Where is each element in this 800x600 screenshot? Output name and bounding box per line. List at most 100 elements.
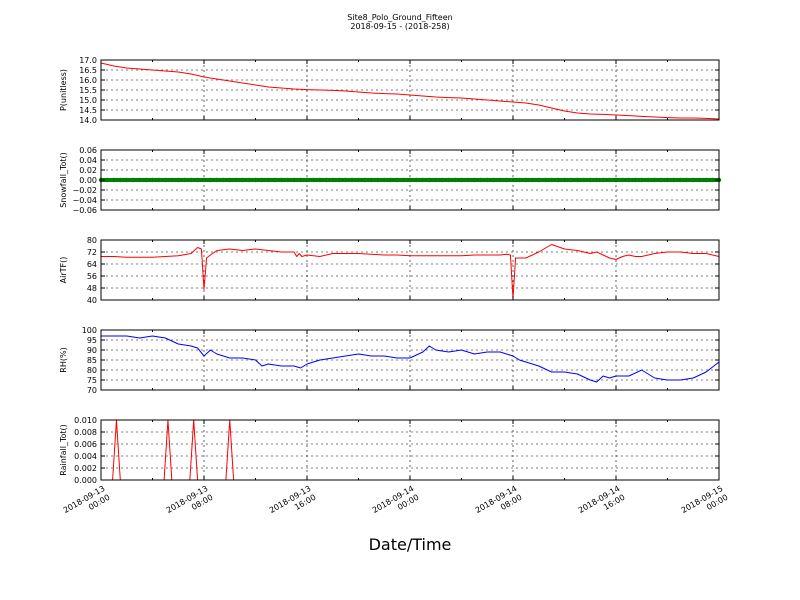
- series-point: [652, 177, 657, 183]
- series-point: [459, 177, 464, 183]
- panel-3: 40 48 56 64 72 80 AirTF(): [59, 236, 720, 305]
- chart-subtitle: 2018-09-15 - (2018-258): [350, 22, 449, 31]
- series-point: [504, 177, 509, 183]
- y-tick-label: 14.5: [79, 106, 97, 115]
- y-tick-label: 0.008: [74, 428, 97, 437]
- series-point: [478, 177, 484, 183]
- series-point: [317, 177, 323, 183]
- series-point: [703, 177, 709, 183]
- series-point: [253, 177, 258, 183]
- series-point: [343, 177, 348, 183]
- series-point: [517, 177, 522, 183]
- y-tick-label: 0.02: [79, 166, 97, 175]
- series-point: [555, 177, 561, 183]
- y-tick-label: 15.5: [79, 86, 97, 95]
- series-point: [394, 177, 400, 183]
- series-point: [336, 177, 342, 183]
- series-point: [639, 177, 644, 183]
- series-point: [311, 177, 316, 183]
- y-tick-label: 100: [82, 326, 97, 335]
- series-line: [101, 244, 720, 299]
- y-tick-label: 0.010: [74, 416, 97, 425]
- series-point: [285, 177, 290, 183]
- series-point: [665, 177, 670, 183]
- y-tick-label: 80: [87, 236, 97, 245]
- series-point: [349, 177, 355, 183]
- series-line: [101, 335, 720, 383]
- series-point: [195, 177, 200, 183]
- series-point: [130, 177, 136, 183]
- series-point: [581, 177, 587, 183]
- y-tick-label: 75: [87, 376, 97, 385]
- series-point: [465, 177, 471, 183]
- y-tick-label: 95: [87, 336, 97, 345]
- y-tick-label: 0.04: [79, 156, 97, 165]
- y-tick-label: 0.06: [79, 146, 97, 155]
- series-point: [163, 177, 168, 183]
- series-point: [188, 177, 194, 183]
- series-point: [446, 177, 451, 183]
- series-point: [240, 177, 245, 183]
- series-point: [246, 177, 252, 183]
- series-point: [510, 177, 516, 183]
- series-point: [633, 177, 638, 183]
- panel-1: 14.014.515.015.516.016.517.0 P(unitless): [59, 56, 720, 125]
- y-axis-label: RH(%): [59, 347, 68, 372]
- y-tick-label: 85: [87, 356, 97, 365]
- series-point: [588, 177, 593, 183]
- series-point: [485, 177, 490, 183]
- series-point: [324, 177, 329, 183]
- panel-5: 0.000 0.002 0.004 0.006 0.008 0.010 Rainfall_T…: [59, 416, 720, 485]
- series-point: [452, 177, 458, 183]
- x-axis-label: Date/Time: [369, 535, 452, 554]
- y-tick-label: 15.0: [79, 96, 97, 105]
- panel-2: −0.06−0.04−0.020.000.020.040.06 Snowfall_…: [59, 146, 722, 215]
- series-point: [497, 177, 503, 183]
- series-point: [388, 177, 393, 183]
- y-tick-label: 0.000: [74, 476, 97, 485]
- series-point: [523, 177, 529, 183]
- series-point: [227, 177, 232, 183]
- series-point: [710, 177, 715, 183]
- series-point: [568, 177, 574, 183]
- series-point: [291, 177, 297, 183]
- series-point: [536, 177, 541, 183]
- series-point: [176, 177, 181, 183]
- series-point: [671, 177, 677, 183]
- series-point: [143, 177, 149, 183]
- series-point: [124, 177, 129, 183]
- y-tick-label: 0.006: [74, 440, 97, 449]
- y-axis-label: Snowfall_Tot(): [59, 152, 68, 208]
- series-point: [575, 177, 580, 183]
- series-point: [620, 177, 625, 183]
- y-tick-label: 72: [87, 248, 97, 257]
- series-point: [607, 177, 612, 183]
- series-point: [137, 177, 142, 183]
- series-point: [201, 177, 207, 183]
- series-point: [330, 177, 335, 183]
- y-axis-label: P(unitless): [59, 69, 68, 111]
- series-point: [594, 177, 599, 183]
- series-line: [100, 62, 720, 120]
- series-point: [304, 177, 310, 183]
- series-point: [645, 177, 651, 183]
- y-axis-label: AirTF(): [59, 257, 68, 284]
- series-point: [182, 177, 187, 183]
- series-point: [362, 177, 368, 183]
- series-point: [118, 177, 123, 183]
- series-point: [369, 177, 374, 183]
- series-point: [491, 177, 496, 183]
- series-point: [407, 177, 413, 183]
- series-point: [105, 177, 110, 183]
- series-point: [433, 177, 438, 183]
- series-point: [613, 177, 619, 183]
- series-point: [221, 177, 226, 183]
- series-point: [542, 177, 548, 183]
- y-tick-label: 0.004: [74, 452, 97, 461]
- series-point: [684, 177, 690, 183]
- series-point: [356, 177, 361, 183]
- series-point: [208, 177, 213, 183]
- y-tick-label: 17.0: [79, 56, 97, 65]
